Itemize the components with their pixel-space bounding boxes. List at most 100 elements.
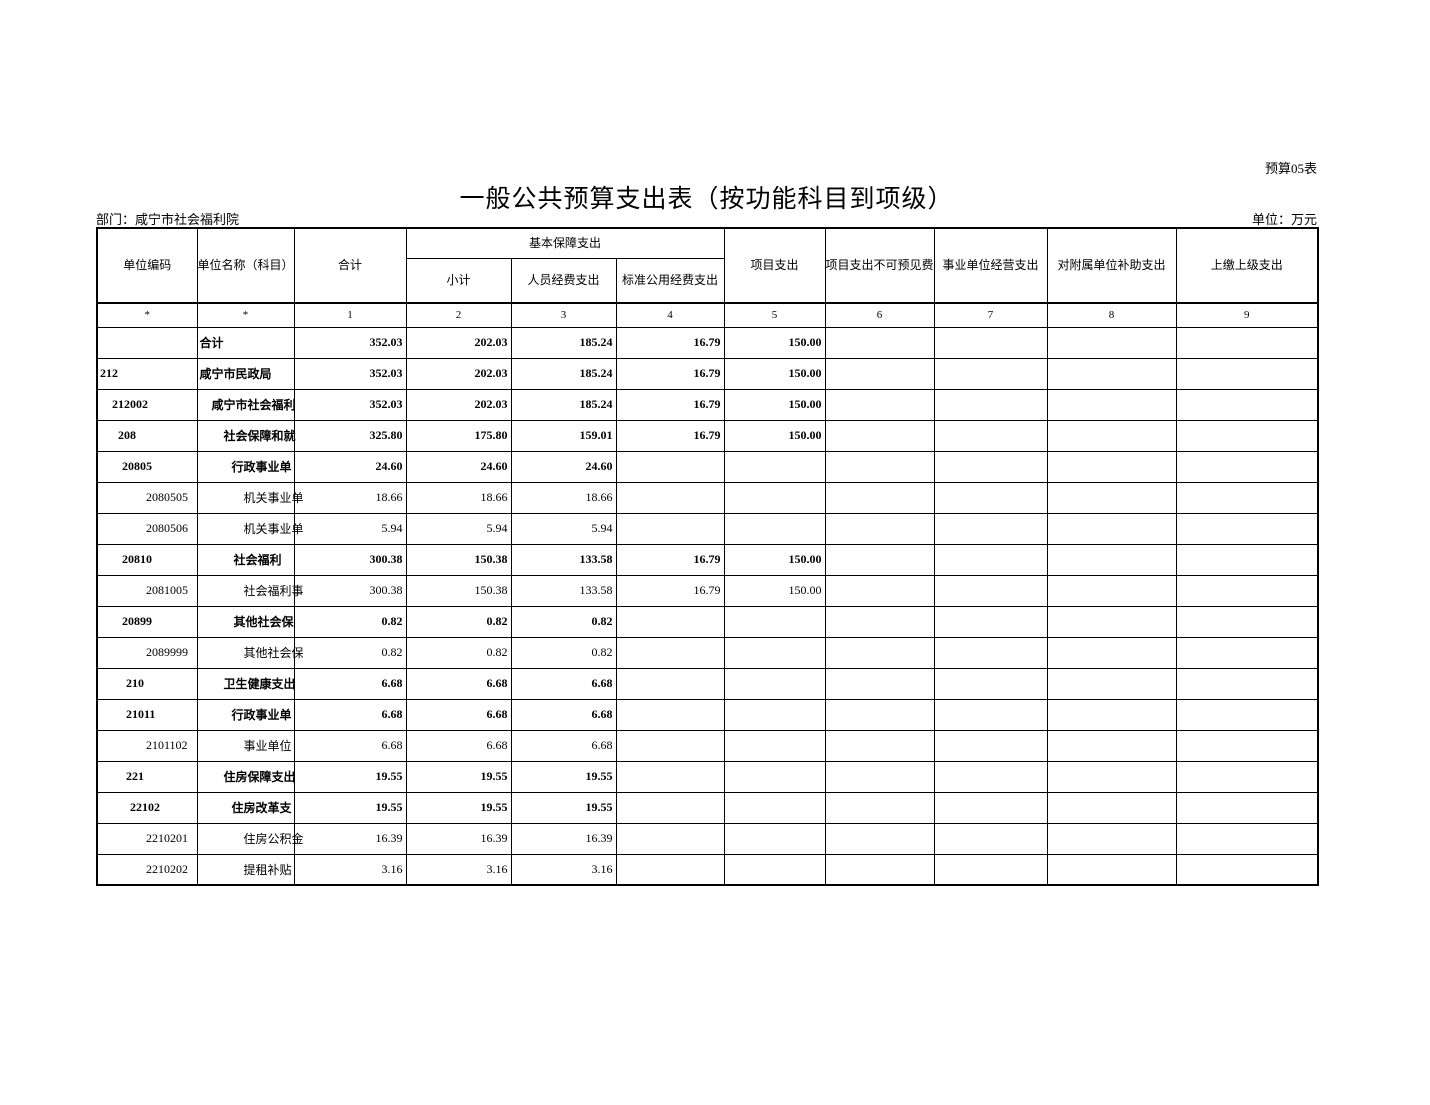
value-cell: 16.79	[615, 543, 725, 576]
value-cell	[824, 512, 935, 545]
value-cell: 6.68	[405, 729, 512, 762]
value-cell	[933, 791, 1048, 824]
value-cell	[1046, 853, 1177, 886]
value-cell	[615, 450, 725, 483]
budget-table: 单位编码 单位名称（科目） 合计 基本保障支出 项目支出 项目支出不可预见费 事…	[96, 227, 1320, 886]
value-cell	[723, 636, 826, 669]
column-index-cell: 6	[824, 302, 935, 328]
department-label: 部门：咸宁市社会福利院	[96, 212, 240, 227]
value-cell: 6.68	[510, 729, 617, 762]
value-cell: 150.00	[723, 357, 826, 390]
value-cell	[1175, 698, 1319, 731]
page-title: 一般公共预算支出表（按功能科目到项级）	[459, 186, 954, 213]
value-cell: 6.68	[405, 667, 512, 700]
table-row: 合计 352.03 202.03 185.24 16.79 150.00	[96, 326, 1319, 359]
unit-code-cell: 2089999	[96, 636, 198, 669]
value-cell: 3.16	[293, 853, 407, 886]
value-cell	[723, 729, 826, 762]
value-cell: 175.80	[405, 419, 512, 452]
unit-name-cell: 住房改革支	[196, 791, 295, 824]
value-cell	[723, 512, 826, 545]
value-cell	[1175, 667, 1319, 700]
sheet-number-label: 预算05表	[1264, 161, 1317, 176]
unit-code-cell: 20810	[96, 543, 198, 576]
value-cell	[933, 481, 1048, 514]
value-cell	[933, 419, 1048, 452]
value-cell: 24.60	[293, 450, 407, 483]
value-cell	[824, 357, 935, 390]
value-cell	[615, 698, 725, 731]
value-cell	[1046, 605, 1177, 638]
value-cell	[1046, 729, 1177, 762]
value-cell	[723, 667, 826, 700]
value-cell	[933, 574, 1048, 607]
value-cell	[1046, 822, 1177, 855]
value-cell: 0.82	[405, 636, 512, 669]
value-cell	[1175, 357, 1319, 390]
value-cell: 16.39	[510, 822, 617, 855]
value-cell: 18.66	[405, 481, 512, 514]
unit-code-cell: 2210202	[96, 853, 198, 886]
value-cell	[824, 419, 935, 452]
unit-name-cell: 行政事业单	[196, 698, 295, 731]
value-cell: 19.55	[293, 760, 407, 793]
table-header: 单位编码 单位名称（科目） 合计 基本保障支出 项目支出 项目支出不可预见费 事…	[96, 227, 1319, 328]
table-row: 2081005 社会福利事 300.38 150.38 133.58 16.79 150.0…	[96, 574, 1319, 607]
value-cell	[1175, 760, 1319, 793]
value-cell: 159.01	[510, 419, 617, 452]
value-cell	[1175, 636, 1319, 669]
value-cell	[824, 605, 935, 638]
value-cell	[615, 481, 725, 514]
unit-name-cell: 提租补贴	[196, 853, 295, 886]
unit-name-cell: 机关事业单	[196, 481, 304, 514]
value-cell	[933, 512, 1048, 545]
table-row: 20899 其他社会保 0.82 0.82 0.82	[96, 605, 1319, 638]
value-cell	[1046, 543, 1177, 576]
value-cell	[615, 729, 725, 762]
value-cell	[933, 388, 1048, 421]
value-cell	[723, 450, 826, 483]
value-cell	[933, 729, 1048, 762]
header-personnel: 人员经费支出	[510, 257, 617, 304]
unit-name-cell: 机关事业单	[196, 512, 304, 545]
value-cell	[1046, 388, 1177, 421]
column-index-cell: 7	[933, 302, 1048, 328]
value-cell	[1175, 481, 1319, 514]
value-cell: 16.79	[615, 419, 725, 452]
table-row: 2210202 提租补贴 3.16 3.16 3.16	[96, 853, 1319, 886]
value-cell	[824, 450, 935, 483]
table-row: 221 住房保障支出 19.55 19.55 19.55	[96, 760, 1319, 793]
value-cell: 352.03	[293, 357, 407, 390]
value-cell	[824, 698, 935, 731]
value-cell: 133.58	[510, 574, 617, 607]
value-cell	[615, 512, 725, 545]
column-index-cell: *	[96, 302, 198, 328]
value-cell: 5.94	[293, 512, 407, 545]
unit-code-cell: 2080506	[96, 512, 198, 545]
value-cell: 150.00	[723, 543, 826, 576]
value-cell: 300.38	[293, 543, 407, 576]
value-cell: 16.79	[615, 388, 725, 421]
column-index-cell: 1	[293, 302, 407, 328]
unit-name-cell: 卫生健康支出	[196, 667, 296, 700]
value-cell: 0.82	[405, 605, 512, 638]
header-unit-name: 单位名称（科目）	[196, 227, 295, 304]
table-row: 21011 行政事业单 6.68 6.68 6.68	[96, 698, 1319, 731]
header-subsidy: 对附属单位补助支出	[1046, 227, 1177, 304]
value-cell	[933, 698, 1048, 731]
value-cell	[933, 853, 1048, 886]
value-cell	[824, 326, 935, 359]
value-cell	[723, 481, 826, 514]
value-cell	[615, 853, 725, 886]
unit-code-cell: 210	[96, 667, 198, 700]
value-cell	[824, 667, 935, 700]
value-cell: 133.58	[510, 543, 617, 576]
value-cell	[1046, 667, 1177, 700]
value-cell	[1175, 853, 1319, 886]
value-cell	[1046, 481, 1177, 514]
value-cell: 6.68	[293, 698, 407, 731]
value-cell	[1046, 512, 1177, 545]
value-cell	[1046, 450, 1177, 483]
value-cell: 5.94	[405, 512, 512, 545]
value-cell	[1175, 729, 1319, 762]
